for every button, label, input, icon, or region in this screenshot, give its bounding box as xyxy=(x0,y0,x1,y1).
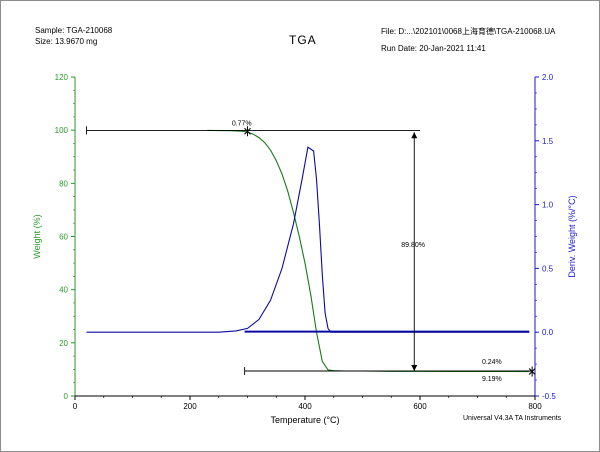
right-y-tick-label: 1.0 xyxy=(542,201,554,210)
run-date-label: Run Date: 20-Jan-2021 11:41 xyxy=(381,44,486,53)
left-y-tick-label: 120 xyxy=(55,73,69,82)
left-y-tick-label: 0 xyxy=(64,392,69,401)
annotation-label: 0.77% xyxy=(232,120,252,127)
right-y-tick-label: 0.0 xyxy=(542,328,554,337)
annotation-label: 89.80% xyxy=(401,242,425,249)
deriv-curve xyxy=(86,146,530,333)
left-y-tick-label: 20 xyxy=(59,339,68,348)
left-y-tick-label: 60 xyxy=(59,233,68,242)
left-y-tick-label: 100 xyxy=(55,126,69,135)
sample-label: Sample: TGA-210068 xyxy=(35,26,113,35)
weight-curve xyxy=(207,129,530,373)
right-y-tick-label: -0.5 xyxy=(542,392,556,401)
software-footer: Universal V4.3A TA Instruments xyxy=(463,415,562,422)
right-y-tick-label: 1.5 xyxy=(542,137,554,146)
x-tick-label: 600 xyxy=(413,402,427,411)
right-y-tick-label: 0.5 xyxy=(542,264,554,273)
x-tick-label: 0 xyxy=(73,402,78,411)
file-label: File: D:...\202101\0068上海育德\TGA-210068.U… xyxy=(381,27,556,36)
x-tick-label: 200 xyxy=(183,402,197,411)
x-axis-label: Temperature (°C) xyxy=(270,415,339,425)
annotation-label: 9.19% xyxy=(482,376,502,383)
x-tick-label: 800 xyxy=(528,402,542,411)
step-arrow-bottom xyxy=(411,365,418,372)
right-y-tick-label: 2.0 xyxy=(542,73,554,82)
annotation-label: 0.24% xyxy=(482,359,502,366)
x-tick-label: 400 xyxy=(298,402,312,411)
size-label: Size: 13.9670 mg xyxy=(35,37,98,46)
step-arrow-top xyxy=(411,132,418,139)
right-y-axis-label: Deriv. Weight (%/°C) xyxy=(567,195,577,277)
left-y-axis-label: Weight (%) xyxy=(32,214,42,258)
left-y-tick-label: 80 xyxy=(59,179,68,188)
chart-title: TGA xyxy=(289,33,317,47)
left-y-tick-label: 40 xyxy=(59,286,68,295)
